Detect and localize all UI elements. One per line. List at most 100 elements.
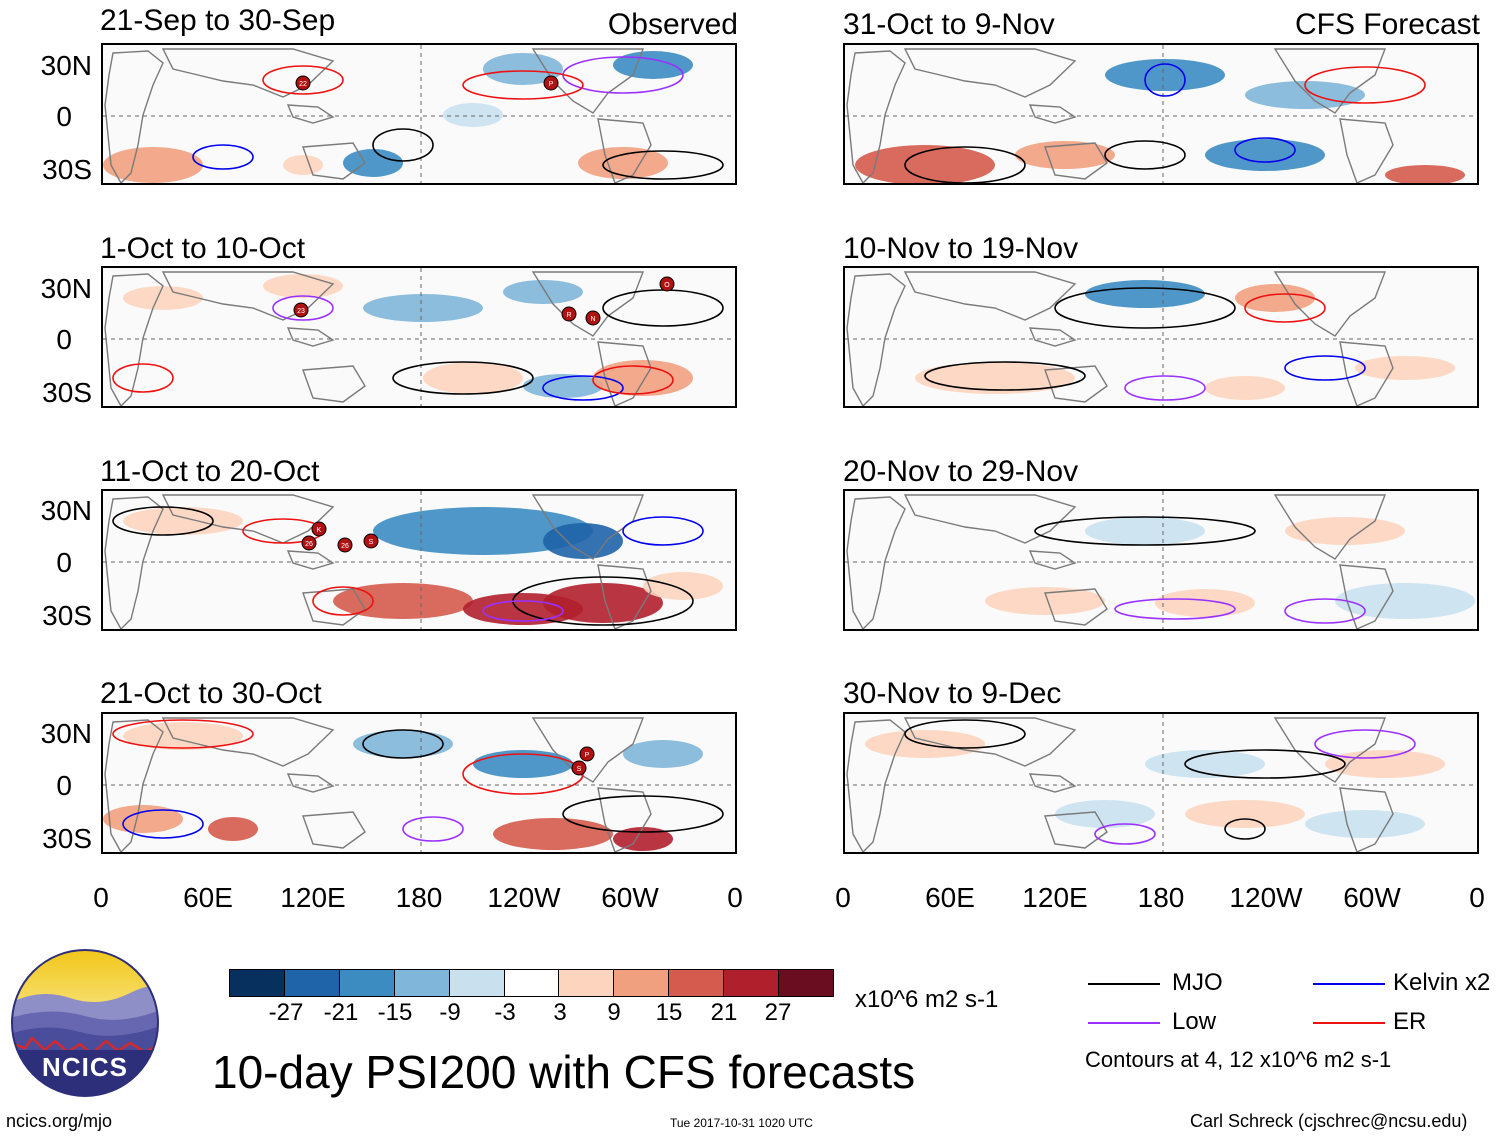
- colorbar-label: -9: [439, 999, 461, 1026]
- colorbar-label: 21: [710, 999, 738, 1026]
- coastline: [1028, 773, 1077, 793]
- legend-label-mjo: MJO: [1172, 969, 1223, 996]
- colorbar-cell: [283, 970, 339, 996]
- coastline: [1044, 142, 1108, 180]
- coastline: [302, 811, 366, 849]
- anomaly-region: [103, 805, 183, 833]
- coastline: [1044, 588, 1108, 626]
- storm-marker-label: 26: [305, 541, 313, 548]
- wave-contour: [1034, 516, 1256, 546]
- wave-contour: [602, 150, 724, 180]
- wave-contour: [312, 586, 374, 616]
- lon-label-0: 0: [93, 882, 109, 913]
- main-title: 10-day PSI200 with CFS forecasts: [212, 1046, 916, 1098]
- coastline: [104, 273, 164, 406]
- map-panel-8: [843, 712, 1479, 854]
- anomaly-region: [643, 572, 723, 600]
- lon-label-120w: 120W: [1229, 882, 1303, 913]
- wave-contour: [192, 144, 254, 170]
- map-graphic-7: [845, 491, 1477, 629]
- wave-contour: [1284, 598, 1366, 624]
- anomaly-region: [353, 730, 453, 758]
- lon-label-360: 0: [727, 882, 743, 913]
- anomaly-region: [1085, 280, 1205, 308]
- anomaly-region: [543, 583, 663, 623]
- wave-contour: [1184, 749, 1346, 779]
- colorbar-cell: [723, 970, 779, 996]
- storm-marker-label: S: [369, 539, 374, 546]
- wave-contour: [562, 795, 724, 833]
- map-graphic-4: PS: [103, 714, 735, 852]
- lat-label-30n: 30N: [40, 495, 92, 526]
- coastline: [1028, 104, 1077, 124]
- wave-contour: [372, 128, 434, 162]
- colorbar-label: 27: [764, 999, 792, 1026]
- coastline: [104, 496, 164, 629]
- colorbar-cell: [230, 970, 284, 996]
- lon-label-60w: 60W: [1343, 882, 1401, 913]
- coastline: [161, 48, 335, 98]
- wave-contour: [1224, 818, 1266, 840]
- map-graphic-8: [845, 714, 1477, 852]
- anomaly-region: [483, 53, 563, 85]
- map-panel-2: 23 R N O: [101, 266, 737, 408]
- lon-label-120w: 120W: [487, 882, 561, 913]
- anomaly-region: [1015, 141, 1115, 169]
- colorbar-cell: [668, 970, 724, 996]
- storm-marker: 22: [295, 75, 311, 91]
- lon-label-60e: 60E: [183, 882, 233, 913]
- colorbar-label: -27: [268, 999, 304, 1026]
- coastline: [531, 717, 645, 783]
- anomaly-region: [543, 523, 623, 559]
- footer-url[interactable]: ncics.org/mjo: [6, 1111, 113, 1131]
- lat-label-eq: 0: [56, 547, 72, 578]
- anomaly-region: [613, 827, 673, 851]
- map-panel-5: [843, 43, 1479, 185]
- storm-marker: N: [585, 310, 601, 326]
- wave-contour: [924, 361, 1086, 391]
- coastline: [903, 717, 1077, 767]
- lat-label-30s: 30S: [42, 600, 92, 631]
- anomaly-region: [623, 740, 703, 768]
- legend-label-low: Low: [1172, 1008, 1217, 1035]
- observed-label: Observed: [607, 8, 738, 41]
- map-graphic-2: 23 R N O: [103, 268, 735, 406]
- colorbar-cell: [393, 970, 449, 996]
- anomaly-region: [1335, 583, 1475, 619]
- footer-credit: Carl Schreck (cjschrec@ncsu.edu): [1190, 1111, 1468, 1131]
- colorbar-label: -3: [494, 999, 516, 1026]
- ncics-logo: NCICS: [10, 948, 160, 1098]
- wave-contour: [1284, 355, 1366, 381]
- storm-marker-label: P: [585, 752, 590, 759]
- wave-contour: [602, 289, 724, 327]
- coastline: [1339, 118, 1394, 183]
- anomaly-region: [613, 51, 693, 79]
- wave-contour: [542, 375, 624, 401]
- wave-contour: [1144, 63, 1186, 97]
- storm-marker-label: 23: [297, 308, 305, 315]
- anomaly-region: [1235, 284, 1315, 312]
- anomaly-region: [423, 362, 523, 394]
- coastline: [286, 773, 335, 793]
- wave-contour: [622, 516, 704, 546]
- wave-contour: [392, 361, 534, 395]
- coastline: [161, 494, 335, 544]
- wave-contour: [262, 65, 344, 95]
- anomaly-region: [1305, 810, 1425, 838]
- coastline: [1028, 550, 1077, 570]
- storm-marker: P: [579, 746, 595, 762]
- map-graphic-1: 22 P: [103, 45, 735, 183]
- storm-marker-label: 22: [299, 81, 307, 88]
- colorbar-cell: [558, 970, 614, 996]
- anomaly-region: [915, 362, 1075, 394]
- lon-label-180: 180: [1137, 882, 1185, 913]
- lat-label-30n: 30N: [40, 718, 92, 749]
- coastline: [161, 717, 335, 767]
- coastline: [302, 365, 366, 403]
- anomaly-region: [493, 818, 613, 850]
- wave-contour: [904, 719, 1026, 749]
- anomaly-region: [1085, 517, 1205, 545]
- colorbar-cell: [503, 970, 559, 996]
- coastline: [846, 273, 906, 406]
- lon-label-360: 0: [1469, 882, 1485, 913]
